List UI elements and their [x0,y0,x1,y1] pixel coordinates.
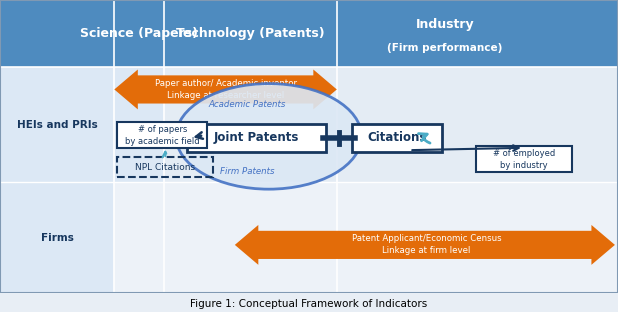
Bar [164,67,337,182]
FancyBboxPatch shape [352,124,442,152]
Text: Citations: Citations [367,131,427,144]
Ellipse shape [176,84,362,189]
Text: Science (Papers): Science (Papers) [80,27,198,40]
Text: Firms: Firms [41,232,74,242]
Bar [114,182,164,293]
FancyBboxPatch shape [187,124,326,152]
Bar [164,182,337,293]
Bar [337,182,618,293]
Bar [0,0,618,67]
Polygon shape [114,70,337,110]
Bar [114,67,164,182]
Text: # of papers
by academic field: # of papers by academic field [125,125,200,146]
Text: Joint Patents: Joint Patents [214,131,300,144]
Text: Patent Applicant/Economic Census
Linkage at firm level: Patent Applicant/Economic Census Linkage… [352,235,501,255]
Text: (Firm performance): (Firm performance) [387,43,502,53]
Text: # of employed
by industry: # of employed by industry [493,149,555,170]
Text: Academic Patents: Academic Patents [208,100,286,109]
Text: Technology (Patents): Technology (Patents) [176,27,324,40]
Text: Figure 1: Conceptual Framework of Indicators: Figure 1: Conceptual Framework of Indica… [190,299,428,309]
Text: NPL Citations: NPL Citations [135,163,195,172]
Text: HEIs and PRIs: HEIs and PRIs [17,119,98,130]
Text: Paper author/ Academic inventor
Linkage at researcher level: Paper author/ Academic inventor Linkage … [154,79,297,100]
Text: Firm Patents: Firm Patents [220,167,274,176]
Text: Industry: Industry [416,18,474,32]
FancyBboxPatch shape [476,146,572,172]
Bar [337,67,618,182]
Bar [0,67,114,293]
FancyBboxPatch shape [117,122,207,148]
Polygon shape [235,225,615,265]
